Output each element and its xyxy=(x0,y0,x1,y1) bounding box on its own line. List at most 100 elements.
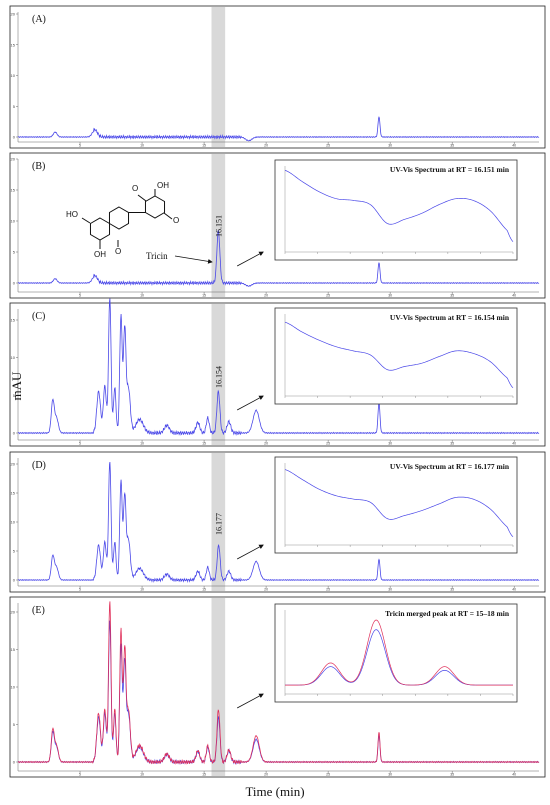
x-tick-label: 20 xyxy=(264,294,268,298)
x-tick-label: 25 xyxy=(326,773,330,777)
x-tick-label: 30 xyxy=(388,294,392,298)
inset-frame xyxy=(274,159,518,261)
x-tick-label: 40 xyxy=(512,144,516,148)
x-tick-label: 5 xyxy=(79,144,81,148)
y-tick-label: 5 xyxy=(13,393,16,398)
label-o-right: O xyxy=(173,216,179,225)
x-tick-label: 30 xyxy=(388,773,392,777)
panel-5: 0 5 10 15 20 5 10 15 20 25 30 35 40 (E) Tricin merged … xyxy=(9,596,546,778)
inset-arrow xyxy=(236,693,264,709)
x-tick-label: 40 xyxy=(512,773,516,777)
x-tick-label: 10 xyxy=(140,588,144,592)
inset-arrow xyxy=(236,395,264,411)
y-tick-label: 15 xyxy=(11,647,16,652)
series-trace xyxy=(17,298,540,436)
y-tick-label: 15 xyxy=(11,491,16,496)
x-tick-label: 20 xyxy=(264,442,268,446)
x-tick-label: 15 xyxy=(202,588,206,592)
x-tick-label: 20 xyxy=(264,144,268,148)
x-tick-label: 15 xyxy=(202,773,206,777)
tricin-label: Tricin xyxy=(146,251,168,261)
y-tick-label: 20 xyxy=(11,610,16,615)
y-tick-label: 20 xyxy=(11,157,16,162)
x-tick-label: 5 xyxy=(79,773,81,777)
peak-rt-label: 16.151 xyxy=(214,215,223,237)
panel-frame xyxy=(9,302,546,447)
y-tick-label: 0 xyxy=(13,760,16,765)
x-tick-label: 20 xyxy=(264,773,268,777)
y-tick-label: 5 xyxy=(13,722,16,727)
panel-label: (A) xyxy=(32,14,46,25)
x-tick-label: 15 xyxy=(202,144,206,148)
series-trace xyxy=(17,601,540,765)
y-tick-label: 10 xyxy=(11,219,16,224)
x-tick-label: 30 xyxy=(388,588,392,592)
y-tick-label: 5 xyxy=(13,549,16,554)
x-tick-label: 35 xyxy=(450,442,454,446)
panel-frame xyxy=(9,5,546,149)
label-o-top: O xyxy=(132,184,138,193)
x-tick-label: 30 xyxy=(388,442,392,446)
x-tick-label: 25 xyxy=(326,144,330,148)
y-tick-label: 10 xyxy=(11,685,16,690)
y-tick-label: 5 xyxy=(13,250,16,255)
tricin-arrow xyxy=(174,255,213,264)
y-tick-label: 10 xyxy=(11,73,16,78)
panel-2: 0 5 10 15 20 5 10 15 20 25 30 35 40 (B) 16.151 UV-Vis S… xyxy=(9,152,546,299)
x-tick-label: 35 xyxy=(450,588,454,592)
series-trace xyxy=(17,116,540,142)
highlight-band xyxy=(211,304,226,445)
y-tick-label: 15 xyxy=(11,188,16,193)
x-tick-label: 40 xyxy=(512,294,516,298)
x-tick-label: 40 xyxy=(512,442,516,446)
inset-spectrum-trace xyxy=(284,169,514,242)
x-tick-label: 35 xyxy=(450,294,454,298)
y-tick-label: 20 xyxy=(11,462,16,467)
x-tick-label: 25 xyxy=(326,588,330,592)
x-tick-label: 10 xyxy=(140,773,144,777)
highlight-band xyxy=(211,453,226,591)
series-trace xyxy=(17,461,540,583)
x-tick-label: 20 xyxy=(264,588,268,592)
ring-a xyxy=(89,217,111,241)
label-o-carbonyl: O xyxy=(115,247,121,256)
peak-rt-label: 16.154 xyxy=(214,366,223,388)
inset-frame xyxy=(274,307,518,405)
y-tick-label: 5 xyxy=(13,104,16,109)
highlight-band xyxy=(211,154,226,297)
panel-1: 0 5 10 15 20 5 10 15 20 25 30 35 40 (A) xyxy=(9,5,546,149)
x-tick-label: 5 xyxy=(79,588,81,592)
y-tick-label: 10 xyxy=(11,355,16,360)
ring-b xyxy=(144,195,166,219)
x-tick-label: 10 xyxy=(140,144,144,148)
y-tick-label: 0 xyxy=(13,431,16,436)
label-oh-bottom: OH xyxy=(94,250,106,259)
label-oh-top: OH xyxy=(157,181,169,190)
x-tick-label: 5 xyxy=(79,442,81,446)
panel-4: 0 5 10 15 20 5 10 15 20 25 30 35 40 (D) 16.177 UV-Vis S… xyxy=(9,451,546,593)
series-trace xyxy=(17,230,540,287)
inset-title: Tricin merged peak at RT = 15–18 min xyxy=(385,609,510,618)
inset-title: UV-Vis Spectrum at RT = 16.154 min xyxy=(390,313,510,322)
inset-series-trace xyxy=(285,619,513,686)
panel-3: 0 5 10 15 5 10 15 20 25 30 35 40 (C) 16.154 UV-Vis Spe… xyxy=(9,298,546,447)
panel-label: (C) xyxy=(32,311,45,322)
ome-bond-3p xyxy=(137,194,147,202)
x-tick-label: 10 xyxy=(140,442,144,446)
x-tick-label: 5 xyxy=(79,294,81,298)
x-tick-label: 10 xyxy=(140,294,144,298)
panel-frame xyxy=(9,596,546,778)
ring-c xyxy=(108,206,130,230)
ome-bond-5p xyxy=(163,212,173,220)
inset-frame xyxy=(274,603,518,703)
x-tick-label: 25 xyxy=(326,294,330,298)
x-tick-label: 15 xyxy=(202,294,206,298)
inset-arrow xyxy=(236,251,264,267)
y-tick-label: 15 xyxy=(11,42,16,47)
y-tick-label: 0 xyxy=(13,281,16,286)
highlight-band xyxy=(211,598,226,776)
panel-label: (D) xyxy=(32,460,46,471)
inset-arrow xyxy=(236,544,264,560)
y-tick-label: 15 xyxy=(11,318,16,323)
